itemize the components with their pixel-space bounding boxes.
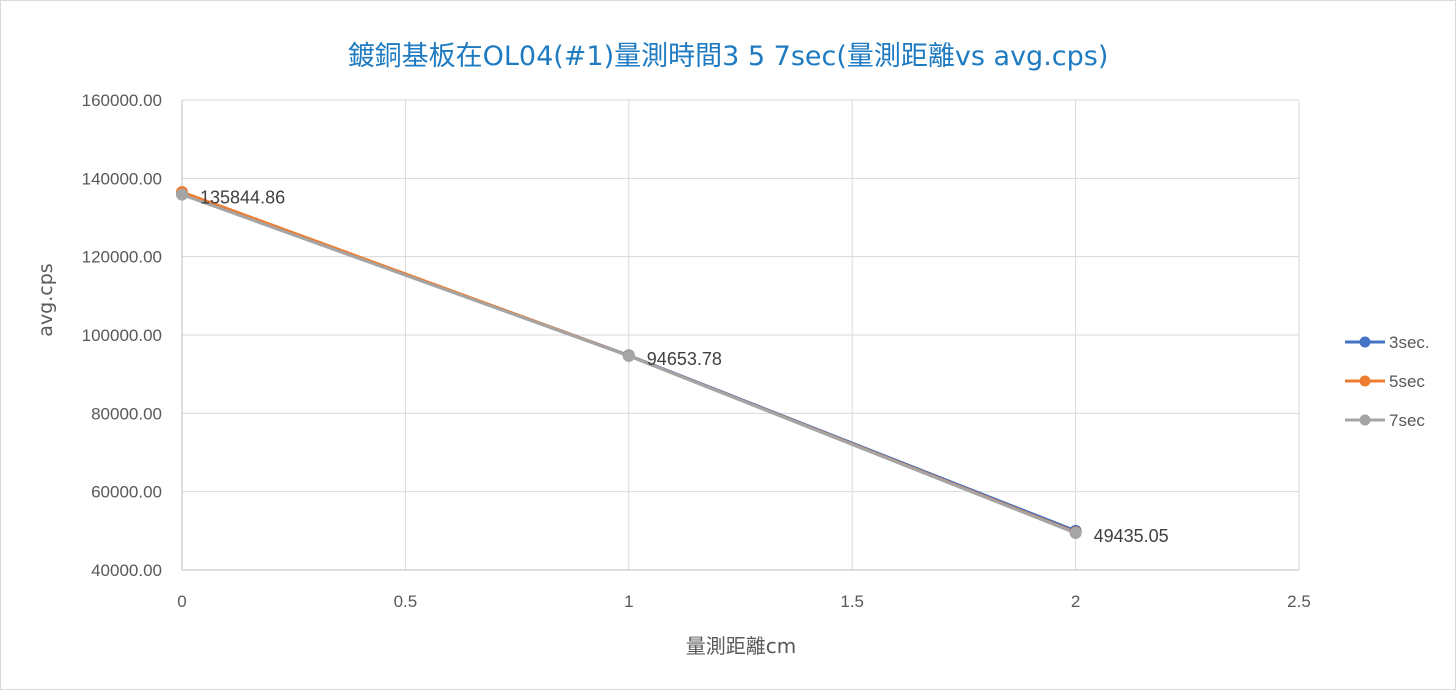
legend-marker: [1359, 414, 1371, 426]
data-labels: 135844.86 94653.78 49435.05: [200, 188, 1169, 546]
x-tick-label: 0.5: [394, 592, 418, 611]
data-label: 135844.86: [200, 188, 285, 208]
x-tick-label: 1.5: [840, 592, 864, 611]
x-tick-label: 2: [1071, 592, 1080, 611]
data-label: 49435.05: [1094, 526, 1169, 546]
data-label: 94653.78: [647, 349, 722, 369]
legend-label: 3sec.: [1389, 333, 1430, 352]
y-tick-label: 120000.00: [82, 248, 162, 267]
legend: 3sec. 5sec 7sec: [1345, 333, 1430, 430]
axes: 40000.00 60000.00 80000.00 100000.00 120000.…: [82, 91, 1311, 611]
x-tick-label: 0: [177, 592, 186, 611]
y-tick-label: 80000.00: [91, 404, 162, 423]
legend-marker: [1359, 375, 1371, 387]
y-tick-label: 100000.00: [82, 326, 162, 345]
legend-marker: [1359, 336, 1371, 348]
y-tick-label: 140000.00: [82, 169, 162, 188]
data-point: [176, 188, 188, 201]
data-point: [1069, 527, 1082, 540]
x-axis-title: 量測距離cm: [685, 634, 797, 658]
data-point: [622, 349, 635, 362]
series: [176, 186, 1082, 540]
grid: [181, 99, 1300, 571]
legend-label: 5sec: [1389, 372, 1425, 391]
y-tick-label: 160000.00: [82, 91, 162, 110]
x-tick-label: 1: [624, 592, 633, 611]
y-tick-label: 60000.00: [91, 483, 162, 502]
chart-title: 鍍銅基板在OL04(#1)量測時間3 5 7sec(量測距離vs avg.cps…: [347, 41, 1109, 72]
x-tick-label: 2.5: [1287, 592, 1311, 611]
y-tick-label: 40000.00: [91, 561, 162, 580]
legend-label: 7sec: [1389, 411, 1425, 430]
